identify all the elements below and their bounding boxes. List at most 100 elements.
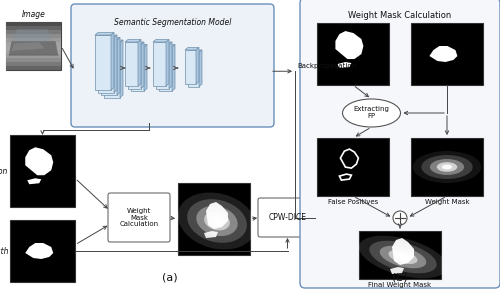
Text: Semantic Segmentation Model: Semantic Segmentation Model	[114, 18, 231, 27]
Bar	[6, 46, 61, 50]
Polygon shape	[430, 46, 458, 62]
Ellipse shape	[442, 165, 452, 169]
Polygon shape	[120, 40, 123, 97]
Bar	[128, 44, 141, 88]
Polygon shape	[390, 267, 404, 274]
Text: Ground Truth: Ground Truth	[0, 246, 8, 255]
Bar	[6, 42, 61, 46]
Bar	[159, 47, 172, 91]
Ellipse shape	[178, 193, 256, 249]
Bar	[6, 22, 61, 26]
Polygon shape	[101, 37, 120, 40]
Polygon shape	[204, 231, 218, 238]
Ellipse shape	[430, 159, 464, 175]
Text: (b): (b)	[392, 273, 408, 283]
Text: Extracting
FP: Extracting FP	[354, 106, 390, 119]
Bar	[156, 44, 169, 88]
Ellipse shape	[422, 155, 472, 179]
Polygon shape	[98, 35, 117, 37]
Circle shape	[393, 211, 407, 225]
Polygon shape	[128, 42, 144, 44]
Ellipse shape	[204, 212, 230, 230]
Bar	[359, 231, 441, 279]
Bar	[6, 26, 61, 30]
Bar	[125, 42, 138, 86]
Text: (a): (a)	[162, 273, 178, 283]
Bar	[6, 38, 61, 42]
Polygon shape	[166, 39, 169, 86]
Polygon shape	[104, 40, 123, 43]
Polygon shape	[206, 202, 228, 229]
Polygon shape	[199, 50, 202, 86]
FancyBboxPatch shape	[258, 198, 317, 237]
Polygon shape	[12, 42, 44, 51]
Ellipse shape	[370, 241, 436, 273]
Text: Weight
Mask
Calculation: Weight Mask Calculation	[120, 208, 158, 227]
Polygon shape	[338, 62, 351, 68]
FancyBboxPatch shape	[300, 0, 500, 288]
Bar	[95, 35, 111, 90]
Polygon shape	[95, 32, 114, 35]
Text: False Positives: False Positives	[328, 199, 378, 205]
Bar	[131, 47, 144, 91]
Text: CPW-DICE: CPW-DICE	[268, 213, 306, 222]
Bar	[10, 135, 75, 207]
Bar	[6, 34, 61, 38]
Bar	[6, 66, 61, 70]
Bar	[101, 40, 117, 95]
Bar	[178, 183, 250, 255]
Polygon shape	[131, 44, 147, 47]
Polygon shape	[141, 42, 144, 88]
Ellipse shape	[210, 216, 224, 226]
Polygon shape	[392, 238, 414, 265]
Text: Weight Mask: Weight Mask	[424, 199, 470, 205]
Ellipse shape	[359, 236, 447, 278]
Ellipse shape	[436, 162, 458, 172]
FancyBboxPatch shape	[108, 193, 170, 242]
Bar	[6, 58, 61, 62]
Text: Prediction: Prediction	[0, 166, 8, 175]
Polygon shape	[196, 48, 199, 84]
Polygon shape	[172, 44, 175, 91]
Polygon shape	[25, 147, 53, 175]
Ellipse shape	[380, 246, 426, 268]
Bar	[411, 23, 483, 85]
Polygon shape	[185, 48, 199, 50]
Text: Image: Image	[22, 10, 46, 19]
Bar	[153, 42, 166, 86]
Polygon shape	[25, 243, 53, 259]
Ellipse shape	[342, 99, 400, 127]
Polygon shape	[188, 50, 202, 52]
Polygon shape	[9, 41, 58, 56]
Polygon shape	[114, 35, 117, 93]
Bar	[104, 43, 120, 97]
Text: Final Weight Mask: Final Weight Mask	[368, 282, 432, 288]
Polygon shape	[336, 31, 363, 59]
Bar	[185, 50, 196, 84]
Ellipse shape	[395, 253, 411, 261]
Polygon shape	[159, 44, 175, 47]
Ellipse shape	[413, 151, 481, 183]
Bar	[188, 52, 199, 86]
Bar	[6, 54, 61, 58]
Polygon shape	[156, 42, 172, 44]
Text: Weight Mask Calculation: Weight Mask Calculation	[348, 11, 452, 20]
Bar	[317, 138, 389, 196]
Ellipse shape	[187, 199, 247, 243]
Ellipse shape	[388, 250, 418, 264]
Ellipse shape	[196, 206, 237, 236]
Polygon shape	[169, 42, 172, 88]
Bar	[6, 62, 61, 66]
Text: Backpropagation: Backpropagation	[297, 63, 356, 69]
Bar	[317, 23, 389, 85]
Polygon shape	[125, 39, 141, 42]
Bar	[6, 50, 61, 54]
Bar	[411, 138, 483, 196]
Bar	[6, 30, 61, 34]
Polygon shape	[153, 39, 169, 42]
Polygon shape	[144, 44, 147, 91]
Polygon shape	[27, 178, 41, 184]
Polygon shape	[117, 37, 120, 95]
Bar	[98, 37, 114, 93]
Polygon shape	[12, 29, 53, 41]
